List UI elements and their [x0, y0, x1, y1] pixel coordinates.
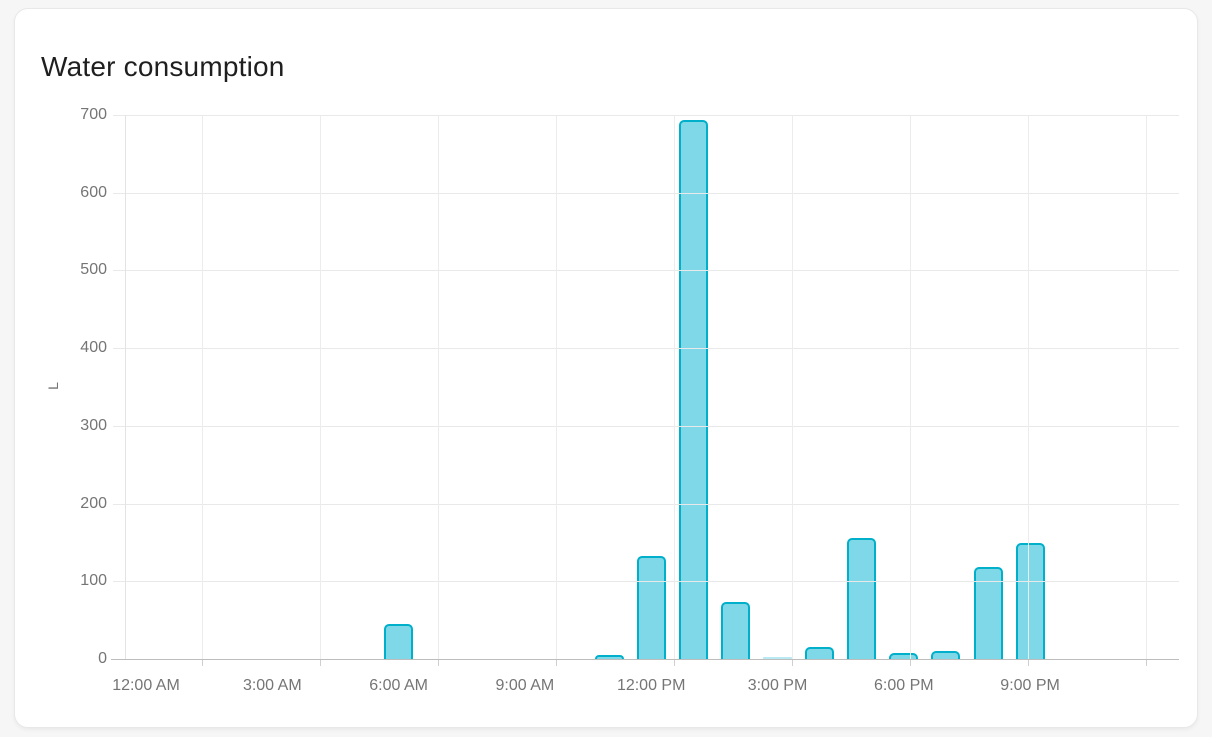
- plot-area: [125, 115, 1179, 659]
- y-tick-label: 700: [80, 106, 107, 123]
- water-consumption-card: Water consumption L 0 100 200 300 400 500 600 7…: [14, 8, 1198, 728]
- y-grid-line: [113, 503, 1179, 505]
- x-tick-mark: [438, 660, 439, 666]
- bar-12-pm[interactable]: [637, 556, 666, 659]
- y-grid-line: [113, 425, 1179, 427]
- x-grid-line: [438, 115, 439, 659]
- x-grid-line: [556, 115, 557, 659]
- bar-11-am[interactable]: [595, 655, 624, 659]
- x-tick-mark: [202, 660, 203, 666]
- bar-3-pm[interactable]: [763, 657, 792, 659]
- y-grid-line: [113, 348, 1179, 350]
- y-tick-label: 500: [80, 261, 107, 279]
- bar-4-pm[interactable]: [805, 647, 834, 659]
- y-tick-label: 300: [80, 416, 107, 434]
- x-grid-line: [1146, 115, 1147, 659]
- x-tick-label: 9:00 AM: [495, 677, 555, 694]
- x-tick-label: 6:00 AM: [369, 677, 428, 694]
- x-tick-label: 9:00 PM: [1000, 677, 1060, 694]
- bar-2-pm[interactable]: [721, 602, 750, 659]
- x-tick-mark: [556, 660, 557, 666]
- x-tick-label: 12:00 AM: [112, 677, 180, 694]
- y-tick-label: 0: [98, 650, 107, 667]
- x-tick-label: 6:00 PM: [874, 677, 934, 694]
- x-tick-label: 12:00 PM: [616, 677, 686, 694]
- y-tick-label: 600: [80, 183, 107, 201]
- bar-1-pm[interactable]: [679, 120, 708, 659]
- x-grid-line: [202, 115, 203, 659]
- card-title: Water consumption: [41, 51, 285, 82]
- x-grid-line: [1028, 115, 1029, 659]
- bar-6-am[interactable]: [384, 624, 413, 659]
- bar-6-pm[interactable]: [889, 653, 918, 659]
- bar-8-pm[interactable]: [974, 567, 1003, 659]
- x-tick-mark: [1028, 660, 1029, 666]
- x-axis-line: [111, 659, 1179, 660]
- x-tick-label: 3:00 AM: [242, 677, 302, 694]
- x-tick-mark: [1146, 660, 1147, 666]
- y-grid-line: [113, 581, 1179, 583]
- bar-7-pm[interactable]: [931, 651, 960, 659]
- x-grid-line: [674, 115, 675, 659]
- x-tick-mark: [910, 660, 911, 666]
- x-tick-label: 3:00 PM: [747, 677, 808, 694]
- x-grid-line: [320, 115, 321, 659]
- y-tick-label: 400: [80, 339, 107, 357]
- x-tick-mark: [674, 660, 675, 666]
- y-axis-title: L: [45, 382, 61, 390]
- x-grid-line: [792, 115, 793, 659]
- y-axis-line: [125, 115, 126, 659]
- x-grid-line: [910, 115, 911, 659]
- bar-5-pm[interactable]: [847, 538, 876, 659]
- y-grid-line: [113, 270, 1179, 272]
- bar-9-pm[interactable]: [1016, 543, 1045, 659]
- x-tick-mark: [792, 660, 793, 666]
- y-tick-label: 100: [80, 572, 107, 590]
- y-tick-label: 200: [80, 494, 107, 512]
- y-grid-line: [113, 115, 1179, 116]
- water-consumption-chart: L 0 100 200 300 400 500 600 700 12:00 AM 3:00 AM 6…: [15, 9, 1197, 727]
- x-tick-mark: [320, 660, 321, 666]
- y-grid-line: [113, 192, 1179, 194]
